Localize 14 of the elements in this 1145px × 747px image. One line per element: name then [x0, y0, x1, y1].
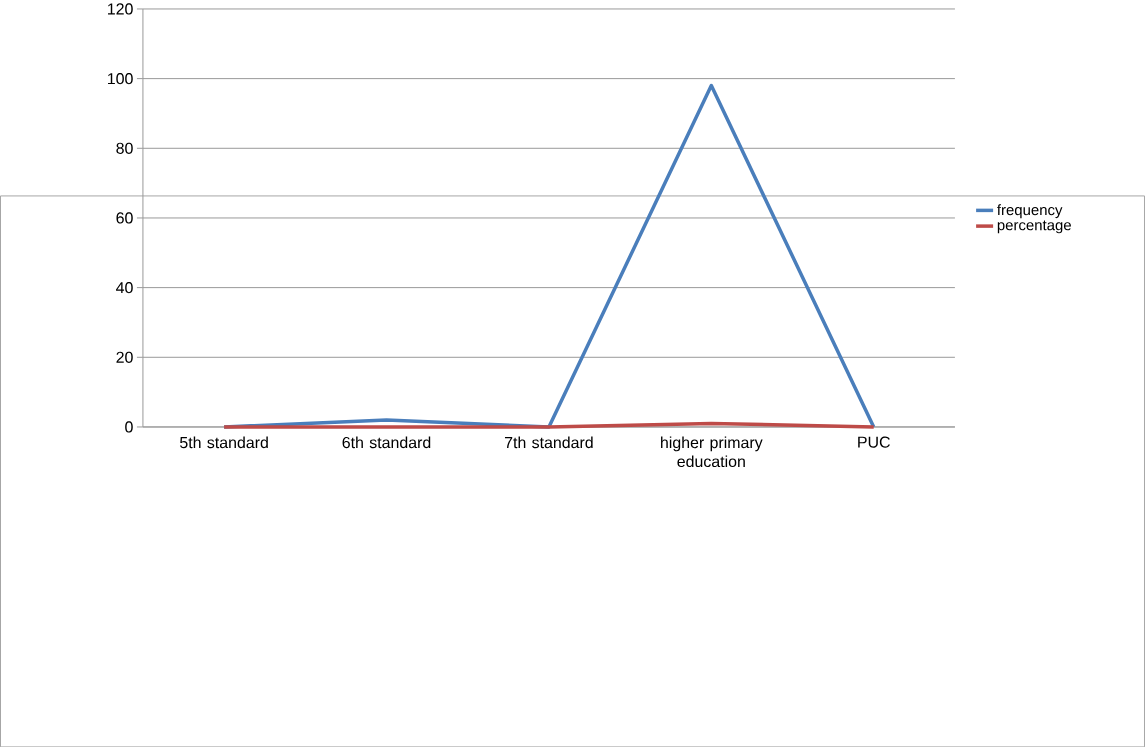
x-tick-label: 6th standard	[342, 436, 431, 448]
y-tick-label: 40	[116, 281, 133, 294]
legend-label: percentage	[997, 220, 1071, 234]
y-tick-label: 80	[116, 142, 133, 154]
y-tick-label: 100	[108, 72, 133, 85]
x-tick-label: higher primary education	[661, 436, 763, 467]
y-tick-label: 20	[116, 351, 133, 363]
x-tick-label: PUC	[858, 436, 890, 448]
x-tick-label: 5th standard	[180, 436, 268, 448]
y-tick-label: 120	[108, 3, 133, 15]
x-tick-label: 7th standard	[504, 436, 593, 448]
legend-label: frequency	[997, 204, 1063, 218]
y-tick-label: 0	[125, 421, 133, 433]
y-tick-label: 60	[116, 212, 133, 224]
